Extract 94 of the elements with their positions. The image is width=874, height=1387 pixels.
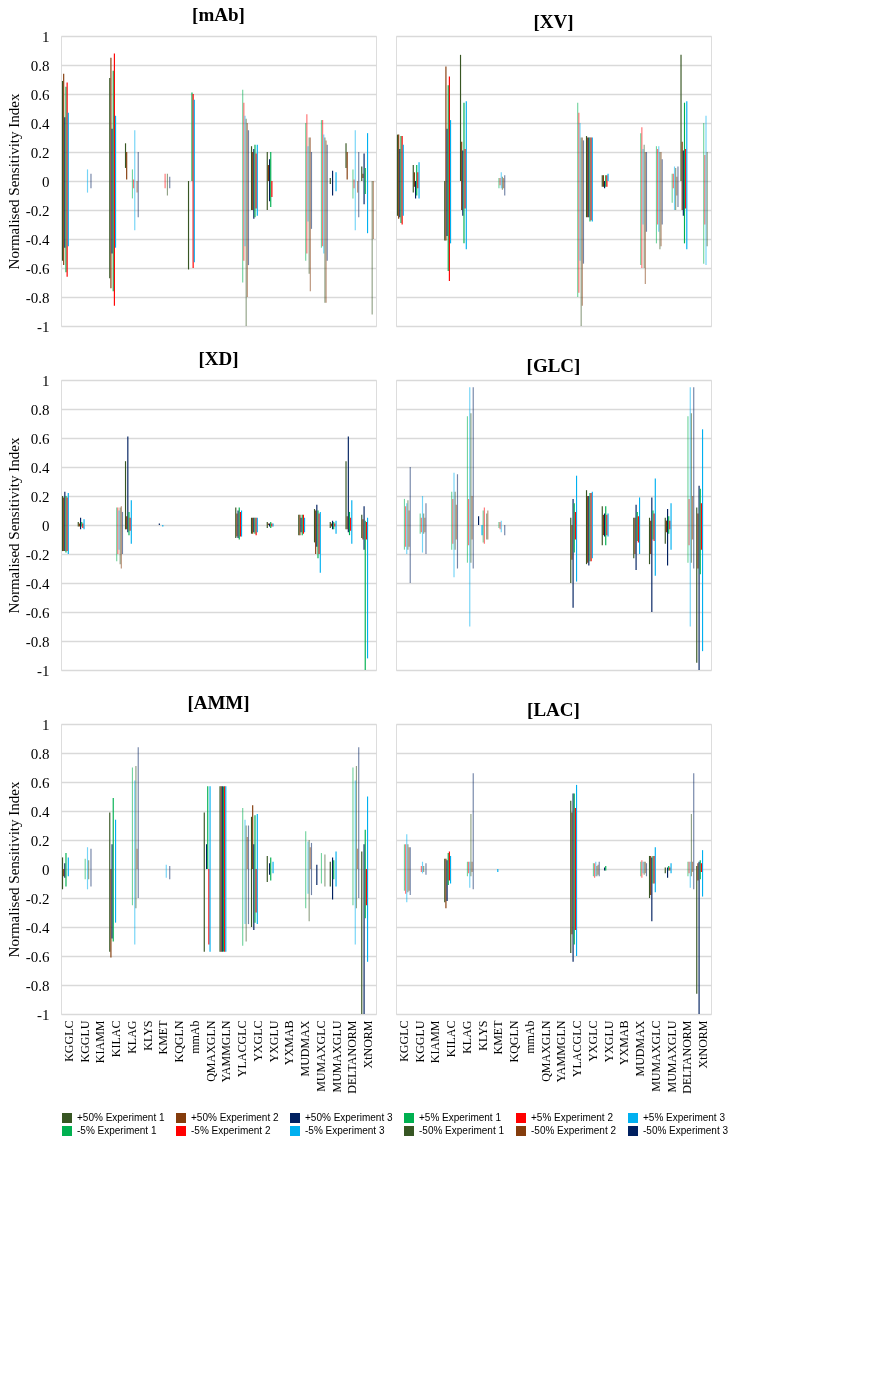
x-tick-label: KIAMM (428, 1020, 443, 1064)
y-tick-label: 0.2 (30, 832, 50, 849)
y-tick-label: 1 (42, 28, 50, 45)
legend-label: -5% Experiment 3 (305, 1125, 385, 1136)
x-tick-label: KLYS (475, 1020, 490, 1051)
x-tick-label: KILAC (109, 1020, 124, 1058)
y-axis-title: Normalised Sensitivity Index (5, 437, 22, 614)
y-tick-label: -0.4 (25, 575, 50, 592)
y-tick-label: -0.8 (25, 977, 50, 994)
y-tick-label: -0.6 (25, 948, 50, 965)
x-tick-label: KILAC (444, 1020, 459, 1058)
x-tick-label: KIAMM (93, 1020, 108, 1064)
x-tick-label: MUDMAX (633, 1020, 648, 1077)
y-tick-label: 0.8 (30, 57, 50, 74)
x-tick-label: MUMAXGLU (329, 1020, 344, 1093)
chart-title: [mAb] (192, 4, 245, 25)
y-tick-label: 0.8 (30, 745, 50, 762)
y-tick-label: -1 (37, 318, 50, 335)
x-tick-label: YLACGLC (235, 1020, 250, 1078)
x-tick-label: KGGLU (412, 1020, 427, 1063)
y-tick-label: 0.6 (30, 86, 50, 103)
y-tick-label: -0.2 (25, 202, 50, 219)
x-tick-label: YAMMGLN (219, 1020, 234, 1083)
y-tick-label: 0.2 (30, 144, 50, 161)
x-tick-label: XtNORM (361, 1020, 376, 1069)
x-tick-label: KLYS (140, 1020, 155, 1051)
y-tick-label: -0.6 (25, 260, 50, 277)
y-tick-label: 0.4 (30, 115, 50, 132)
x-tick-label: QMAXGLN (538, 1020, 553, 1082)
legend-label: -5% Experiment 1 (77, 1125, 157, 1136)
y-axis-title: Normalised Sensitivity Index (5, 781, 22, 958)
y-tick-label: -0.4 (25, 231, 50, 248)
legend-label: +50% Experiment 3 (305, 1112, 393, 1123)
y-tick-label: 0.6 (30, 430, 50, 447)
y-tick-label: -0.2 (25, 546, 50, 563)
y-tick-label: 0 (42, 173, 50, 190)
y-tick-label: 0 (42, 517, 50, 534)
x-tick-label: YXGLC (585, 1020, 600, 1062)
x-tick-label: MUMAXGLC (648, 1020, 663, 1092)
x-tick-label: KLAG (459, 1020, 474, 1054)
legend-label: -50% Experiment 1 (419, 1125, 505, 1136)
chart-title: [AMM] (187, 692, 250, 713)
x-tick-label: QMAXGLN (203, 1020, 218, 1082)
x-tick-label: YXGLU (266, 1020, 281, 1063)
x-tick-label: KQGLN (507, 1020, 522, 1063)
chart-title: [XD] (198, 348, 239, 369)
y-tick-label: -1 (37, 1006, 50, 1023)
y-tick-label: -0.8 (25, 289, 50, 306)
x-tick-label: mmAb (187, 1020, 202, 1054)
legend-label: -5% Experiment 2 (191, 1125, 271, 1136)
x-tick-label: KGGLC (61, 1020, 76, 1062)
legend-label: -50% Experiment 2 (531, 1125, 617, 1136)
y-axis-title: Normalised Sensitivity Index (5, 93, 22, 270)
chart-title: [GLC] (526, 355, 581, 376)
x-tick-label: KGGLU (77, 1020, 92, 1063)
y-tick-label: -0.8 (25, 633, 50, 650)
y-tick-label: 0.8 (30, 401, 50, 418)
chart-title: [LAC] (527, 699, 580, 720)
legend-label: +5% Experiment 2 (531, 1112, 614, 1123)
y-tick-label: -0.6 (25, 604, 50, 621)
x-tick-label: MUMAXGLU (664, 1020, 679, 1093)
x-tick-label: DELTANORM (680, 1020, 695, 1094)
x-tick-label: DELTANORM (345, 1020, 360, 1094)
y-tick-label: 0.4 (30, 803, 50, 820)
x-tick-label: YXGLU (601, 1020, 616, 1063)
x-tick-label: KLAG (124, 1020, 139, 1054)
x-tick-label: mmAb (522, 1020, 537, 1054)
x-tick-label: XtNORM (696, 1020, 711, 1069)
x-tick-label: YLACGLC (570, 1020, 585, 1078)
legend-label: +5% Experiment 3 (643, 1112, 726, 1123)
y-tick-label: -0.2 (25, 890, 50, 907)
x-tick-label: KMET (491, 1019, 506, 1055)
x-tick-label: YXMAB (617, 1020, 632, 1066)
x-tick-label: MUMAXGLC (313, 1020, 328, 1092)
chart-title: [XV] (533, 11, 574, 32)
x-tick-label: KMET (156, 1019, 171, 1055)
legend-label: +50% Experiment 2 (191, 1112, 279, 1123)
x-tick-label: MUDMAX (298, 1020, 313, 1077)
x-tick-label: KQGLN (172, 1020, 187, 1063)
legend-label: +5% Experiment 1 (419, 1112, 502, 1123)
y-tick-label: 1 (42, 716, 50, 733)
y-tick-label: 0.6 (30, 774, 50, 791)
y-tick-label: -1 (37, 662, 50, 679)
y-tick-label: 0 (42, 861, 50, 878)
y-tick-label: -0.4 (25, 919, 50, 936)
x-tick-label: YAMMGLN (554, 1020, 569, 1083)
y-tick-label: 1 (42, 372, 50, 389)
y-tick-label: 0.4 (30, 459, 50, 476)
legend-label: -50% Experiment 3 (643, 1125, 729, 1136)
y-tick-label: 0.2 (30, 488, 50, 505)
x-tick-label: KGGLC (396, 1020, 411, 1062)
legend-label: +50% Experiment 1 (77, 1112, 165, 1123)
x-tick-label: YXMAB (282, 1020, 297, 1066)
x-tick-label: YXGLC (250, 1020, 265, 1062)
